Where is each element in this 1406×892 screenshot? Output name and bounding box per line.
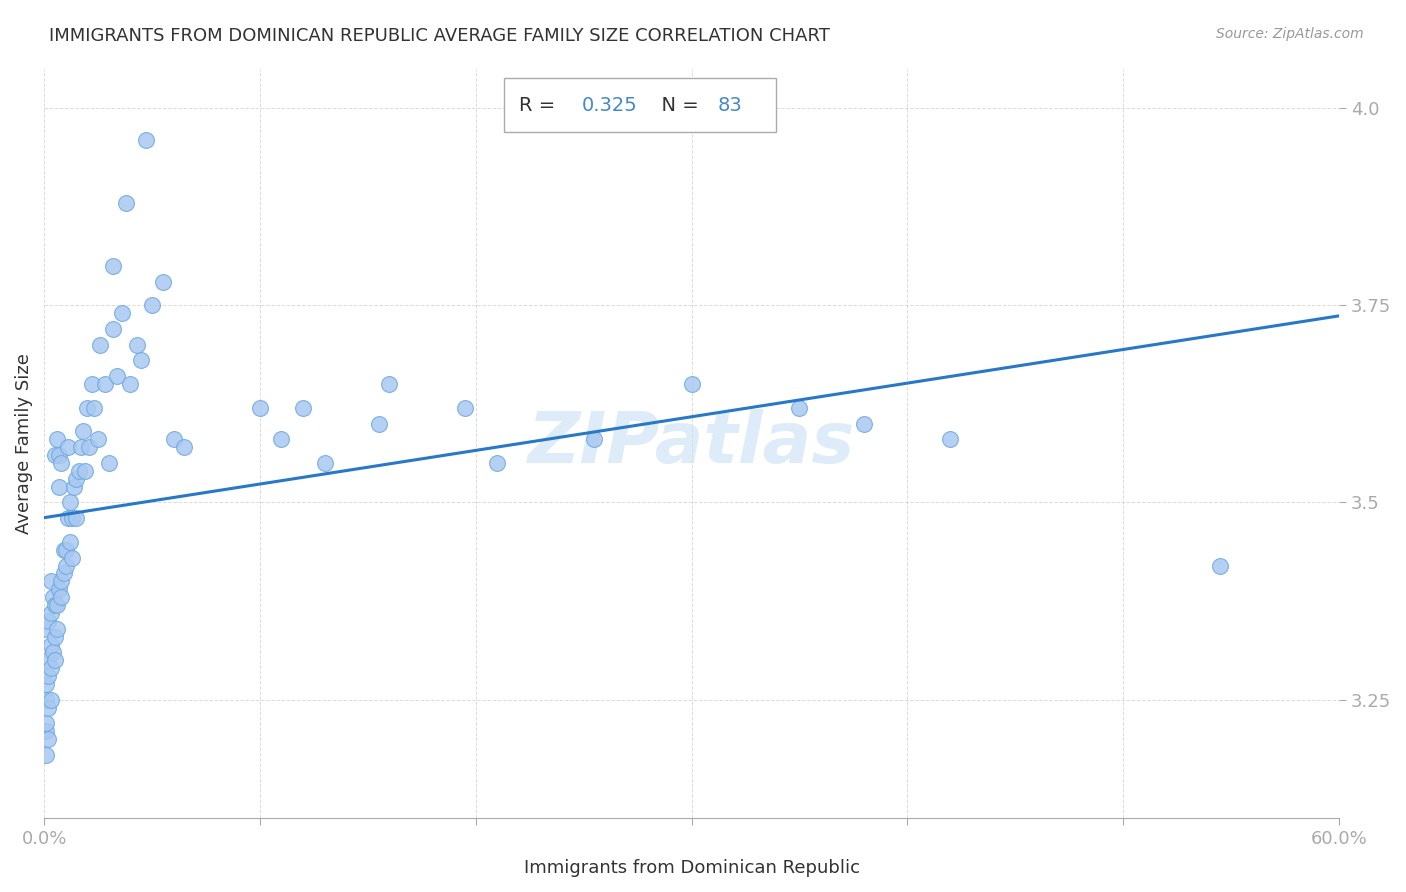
Point	[39, 606, 62, 620]
Point	[83, 401, 105, 415]
Point	[486, 456, 509, 470]
Point	[46, 598, 69, 612]
Point	[939, 433, 962, 447]
Point	[35, 724, 58, 739]
Point	[56, 511, 79, 525]
Point	[44, 448, 66, 462]
Point	[39, 661, 62, 675]
Point	[65, 511, 87, 525]
Point	[46, 622, 69, 636]
Point	[87, 433, 110, 447]
Point	[681, 377, 703, 392]
Point	[44, 598, 66, 612]
Point	[39, 692, 62, 706]
Point	[39, 638, 62, 652]
Point	[32, 622, 55, 636]
Point	[65, 472, 87, 486]
Point	[44, 630, 66, 644]
Text: R =: R =	[519, 95, 562, 115]
Point	[89, 337, 111, 351]
Point	[37, 700, 59, 714]
Point	[107, 369, 129, 384]
Point	[162, 433, 184, 447]
Text: Source: ZipAtlas.com: Source: ZipAtlas.com	[1216, 27, 1364, 41]
FancyBboxPatch shape	[503, 78, 776, 132]
Point	[1209, 558, 1232, 573]
Text: ZIPatlas: ZIPatlas	[527, 409, 855, 478]
Point	[46, 433, 69, 447]
Point	[51, 574, 73, 589]
Point	[314, 456, 336, 470]
Point	[135, 132, 157, 146]
Point	[39, 574, 62, 589]
Point	[35, 677, 58, 691]
Text: 83: 83	[717, 95, 742, 115]
Point	[35, 692, 58, 706]
Point	[56, 440, 79, 454]
Point	[141, 298, 163, 312]
Point	[60, 511, 83, 525]
Point	[42, 645, 65, 659]
Point	[378, 377, 401, 392]
Point	[152, 275, 174, 289]
Point	[37, 669, 59, 683]
Point	[125, 337, 148, 351]
Point	[80, 377, 103, 392]
Point	[37, 653, 59, 667]
Point	[48, 480, 70, 494]
Point	[44, 653, 66, 667]
Point	[270, 433, 292, 447]
Text: N =: N =	[648, 95, 704, 115]
Text: IMMIGRANTS FROM DOMINICAN REPUBLIC AVERAGE FAMILY SIZE CORRELATION CHART: IMMIGRANTS FROM DOMINICAN REPUBLIC AVERA…	[49, 27, 830, 45]
Point	[76, 401, 98, 415]
Point	[55, 542, 77, 557]
Point	[72, 425, 94, 439]
Point	[292, 401, 315, 415]
Point	[51, 456, 73, 470]
Point	[367, 417, 389, 431]
Point	[52, 566, 75, 581]
Point	[63, 480, 86, 494]
Point	[583, 433, 606, 447]
Point	[37, 732, 59, 747]
Point	[67, 464, 90, 478]
Point	[111, 306, 134, 320]
Point	[115, 195, 138, 210]
Point	[101, 322, 124, 336]
Point	[129, 353, 152, 368]
Point	[79, 440, 101, 454]
Point	[60, 550, 83, 565]
Point	[120, 377, 142, 392]
Point	[48, 582, 70, 597]
Point	[48, 448, 70, 462]
Point	[454, 401, 477, 415]
Point	[93, 377, 115, 392]
Point	[789, 401, 811, 415]
Point	[35, 716, 58, 731]
Point	[37, 614, 59, 628]
Point	[75, 464, 97, 478]
Point	[59, 495, 82, 509]
Point	[59, 535, 82, 549]
Point	[173, 440, 195, 454]
Point	[52, 542, 75, 557]
Point	[35, 747, 58, 762]
Text: 0.325: 0.325	[582, 95, 637, 115]
Point	[69, 440, 91, 454]
Y-axis label: Average Family Size: Average Family Size	[15, 353, 32, 533]
Point	[249, 401, 271, 415]
Point	[42, 590, 65, 604]
Point	[97, 456, 120, 470]
Point	[51, 590, 73, 604]
Point	[853, 417, 876, 431]
X-axis label: Immigrants from Dominican Republic: Immigrants from Dominican Republic	[523, 859, 859, 877]
Point	[101, 259, 124, 273]
Point	[55, 558, 77, 573]
